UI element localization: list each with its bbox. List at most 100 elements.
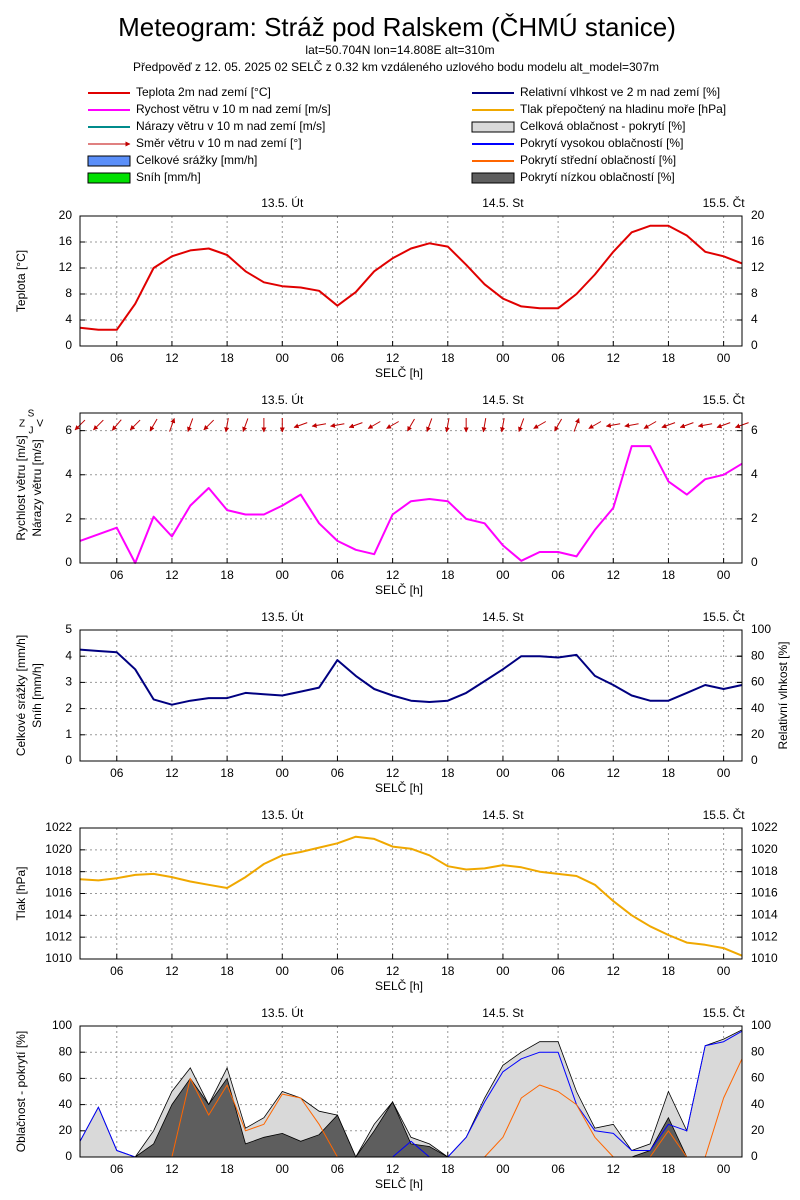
x-tick-label: 12: [165, 964, 179, 978]
compass-s: J: [29, 426, 34, 437]
compass-w: Z: [19, 419, 25, 430]
y-tick-label-right: 20: [751, 208, 765, 222]
day-label: 15.5. Čt: [703, 195, 746, 210]
x-tick-label: 12: [607, 1162, 621, 1176]
wind-arrow: [624, 422, 639, 428]
line: [79, 648, 743, 706]
y-tick-label-right: 1020: [751, 842, 778, 856]
wind-arrow: [588, 421, 602, 429]
line: [79, 224, 743, 331]
y-axis-label: Tlak [hPa]: [14, 866, 28, 920]
y-tick-label: 6: [65, 423, 72, 437]
x-tick-label: 18: [220, 568, 234, 582]
y-tick-label: 1018: [45, 864, 72, 878]
y-axis-label: Celkové srážky [mm/h]: [14, 635, 28, 756]
day-label: 15.5. Čt: [703, 392, 746, 407]
y-tick-label-right: 0: [751, 1149, 758, 1163]
wind-arrow: [169, 417, 176, 432]
wind-arrow: [554, 418, 563, 432]
day-label: 13.5. Út: [261, 195, 304, 210]
y-tick-label-right: 100: [751, 1018, 771, 1032]
day-label: 14.5. St: [482, 1006, 524, 1020]
y-tick-label: 0: [65, 1149, 72, 1163]
line: [79, 835, 743, 957]
x-tick-label: 00: [717, 964, 731, 978]
x-tick-label: 18: [662, 964, 676, 978]
x-tick-label: 12: [386, 568, 400, 582]
y-tick-label-right: 1018: [751, 864, 778, 878]
y2-axis-label: Relativní vlhkost [%]: [776, 641, 790, 749]
y-axis-label: Sníh [mm/h]: [30, 663, 44, 728]
x-tick-label: 06: [110, 766, 124, 780]
x-axis-label: SELČ [h]: [375, 780, 423, 795]
x-tick-label: 00: [717, 1162, 731, 1176]
x-tick-label: 06: [110, 1162, 124, 1176]
x-axis-label: SELČ [h]: [375, 582, 423, 597]
plot-frame: [79, 215, 743, 347]
y-tick-label-right: 6: [751, 423, 758, 437]
legend-label: Pokrytí vysokou oblačností [%]: [520, 136, 683, 150]
x-tick-label: 06: [110, 964, 124, 978]
day-label: 13.5. Út: [261, 807, 304, 822]
wind-arrow: [481, 418, 487, 433]
wind-arrow: [224, 418, 230, 433]
x-tick-label: 00: [496, 766, 510, 780]
y-tick-label: 1020: [45, 842, 72, 856]
legend-label: Sníh [mm/h]: [136, 170, 201, 184]
legend-label: Rychost větru v 10 m nad zemí [m/s]: [136, 102, 331, 116]
wind-arrow: [242, 418, 249, 433]
legend-label: Relativní vlhkost ve 2 m nad zemí [%]: [520, 85, 720, 99]
y-tick-label-right: 4: [751, 467, 758, 481]
y-tick-label: 4: [65, 467, 72, 481]
y-tick-label-right: 20: [751, 1123, 765, 1137]
x-tick-label: 12: [165, 766, 179, 780]
subtitle: lat=50.704N lon=14.808E alt=310m: [305, 43, 494, 57]
y2-tick-label: 60: [751, 675, 765, 689]
y2-tick-label: 0: [751, 753, 758, 767]
x-tick-label: 00: [717, 766, 731, 780]
y-tick-label-right: 1010: [751, 951, 778, 965]
x-tick-label: 06: [551, 964, 565, 978]
x-tick-label: 00: [276, 964, 290, 978]
y-tick-label: 1: [65, 727, 72, 741]
x-tick-label: 18: [662, 766, 676, 780]
wind-arrow: [330, 422, 345, 428]
y-axis-label: Rychlost větru [m/s]: [14, 435, 28, 540]
y-tick-label-right: 1016: [751, 886, 778, 900]
y-tick-label: 40: [59, 1097, 73, 1111]
x-axis-label: SELČ [h]: [375, 978, 423, 993]
y-tick-label-right: 80: [751, 1044, 765, 1058]
x-tick-label: 00: [496, 964, 510, 978]
x-tick-label: 06: [551, 351, 565, 365]
wind-arrow: [187, 418, 194, 433]
plot-background: [80, 216, 742, 346]
x-tick-label: 00: [496, 1162, 510, 1176]
title: Meteogram: Stráž pod Ralskem (ČHMÚ stani…: [118, 12, 676, 42]
x-tick-label: 00: [276, 1162, 290, 1176]
wind-arrow: [129, 419, 141, 431]
x-tick-label: 18: [441, 964, 455, 978]
x-tick-label: 12: [165, 1162, 179, 1176]
y-tick-label-right: 0: [751, 338, 758, 352]
x-tick-label: 12: [607, 964, 621, 978]
y-tick-label: 8: [65, 286, 72, 300]
day-label: 14.5. St: [482, 610, 524, 624]
y-tick-label-right: 2: [751, 511, 758, 525]
y-tick-label-right: 0: [751, 555, 758, 569]
x-tick-label: 12: [607, 766, 621, 780]
y-tick-label-right: 60: [751, 1071, 765, 1085]
wind-arrow: [533, 421, 547, 429]
y-tick-label: 100: [52, 1018, 72, 1032]
x-tick-label: 12: [607, 351, 621, 365]
y-tick-label: 60: [59, 1071, 73, 1085]
legend-label: Celková oblačnost - pokrytí [%]: [520, 119, 685, 133]
area: [80, 1078, 742, 1157]
x-tick-label: 18: [441, 766, 455, 780]
compass-e: V: [37, 419, 44, 430]
y-tick-label-right: 1014: [751, 908, 778, 922]
x-tick-label: 06: [551, 1162, 565, 1176]
x-tick-label: 00: [276, 351, 290, 365]
y-tick-label: 3: [65, 675, 72, 689]
wind-arrow: [679, 422, 694, 429]
x-tick-label: 12: [386, 766, 400, 780]
